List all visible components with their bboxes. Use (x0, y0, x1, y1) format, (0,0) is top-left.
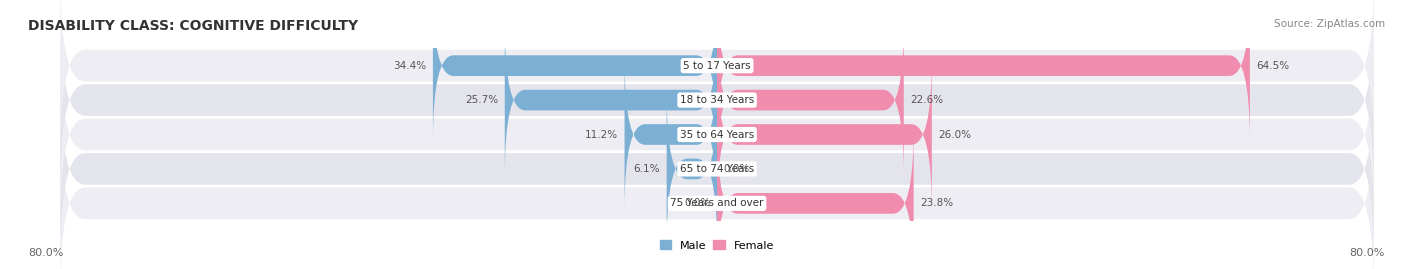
FancyBboxPatch shape (60, 116, 1374, 269)
Text: 18 to 34 Years: 18 to 34 Years (681, 95, 754, 105)
FancyBboxPatch shape (60, 47, 1374, 222)
Text: 34.4%: 34.4% (394, 61, 426, 71)
FancyBboxPatch shape (717, 0, 1250, 141)
Text: 35 to 64 Years: 35 to 64 Years (681, 129, 754, 140)
Text: 26.0%: 26.0% (938, 129, 972, 140)
Text: DISABILITY CLASS: COGNITIVE DIFFICULTY: DISABILITY CLASS: COGNITIVE DIFFICULTY (28, 19, 359, 33)
FancyBboxPatch shape (717, 59, 932, 210)
Legend: Male, Female: Male, Female (658, 238, 776, 253)
Text: 0.0%: 0.0% (685, 198, 710, 208)
Text: 25.7%: 25.7% (465, 95, 498, 105)
Text: 5 to 17 Years: 5 to 17 Years (683, 61, 751, 71)
Text: 22.6%: 22.6% (910, 95, 943, 105)
FancyBboxPatch shape (60, 0, 1374, 153)
Text: 80.0%: 80.0% (28, 248, 63, 258)
FancyBboxPatch shape (433, 0, 717, 141)
FancyBboxPatch shape (666, 93, 717, 245)
FancyBboxPatch shape (60, 82, 1374, 256)
Text: 0.0%: 0.0% (724, 164, 749, 174)
Text: 23.8%: 23.8% (921, 198, 953, 208)
Text: 64.5%: 64.5% (1257, 61, 1289, 71)
FancyBboxPatch shape (624, 59, 717, 210)
Text: 6.1%: 6.1% (634, 164, 659, 174)
FancyBboxPatch shape (60, 13, 1374, 187)
Text: 80.0%: 80.0% (1350, 248, 1385, 258)
Text: 11.2%: 11.2% (585, 129, 617, 140)
Text: 65 to 74 Years: 65 to 74 Years (681, 164, 754, 174)
FancyBboxPatch shape (717, 128, 914, 269)
FancyBboxPatch shape (505, 24, 717, 176)
FancyBboxPatch shape (717, 24, 904, 176)
Text: Source: ZipAtlas.com: Source: ZipAtlas.com (1274, 19, 1385, 29)
Text: 75 Years and over: 75 Years and over (671, 198, 763, 208)
